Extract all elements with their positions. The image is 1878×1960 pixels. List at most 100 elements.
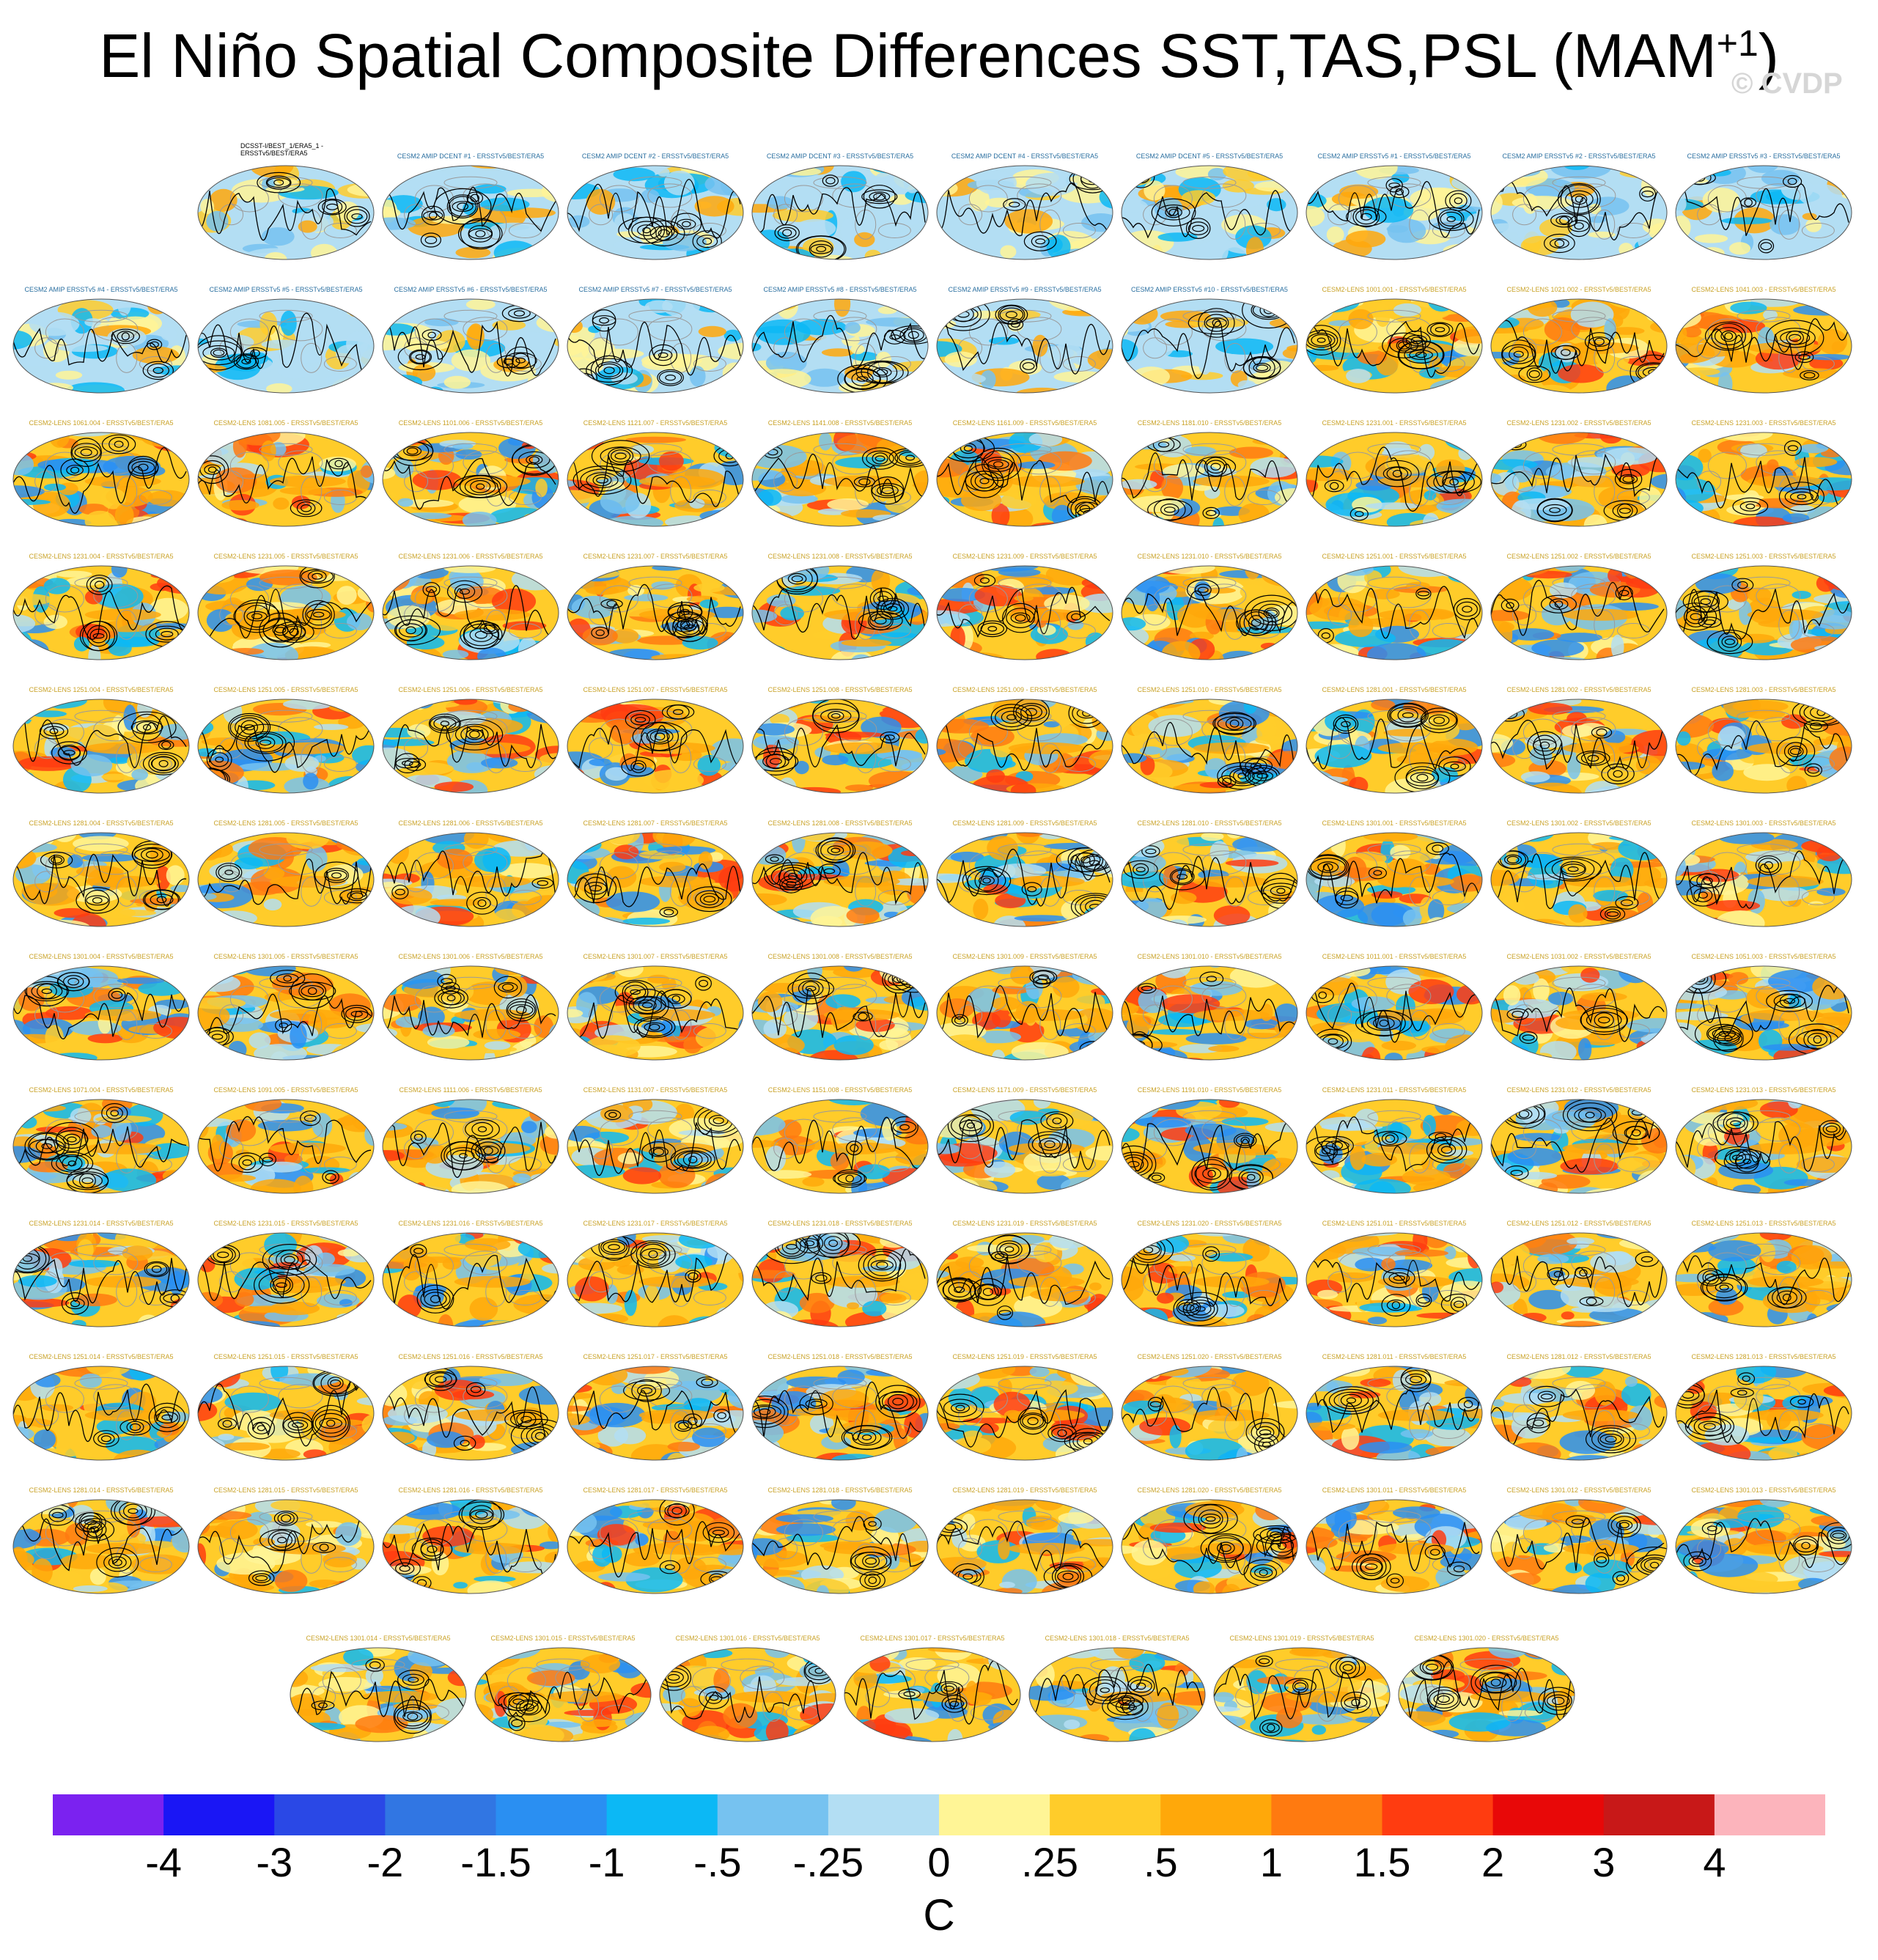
anomaly-patch [1491, 473, 1502, 484]
anomaly-patch [1160, 310, 1212, 323]
psl-contour [633, 1016, 676, 1039]
map-svg [197, 165, 375, 260]
psl-contour [1501, 339, 1536, 369]
psl-contour [265, 175, 292, 190]
psl-contour [259, 612, 302, 648]
anomaly-patch [780, 606, 805, 621]
map-svg [12, 699, 190, 794]
psl-contour [1550, 345, 1581, 360]
map-panel: CESM2-LENS 1111.006 - ERSSTv5/BEST/ERA5 [380, 1086, 561, 1196]
anomaly-patch [1491, 382, 1533, 393]
anomaly-patch [616, 231, 640, 237]
anomaly-patch [395, 1016, 421, 1028]
anomaly-patch [962, 523, 982, 526]
psl-contour [774, 224, 800, 242]
anomaly-patch [763, 790, 821, 793]
coastline [1182, 309, 1237, 323]
psl-contour [1137, 983, 1157, 994]
anomaly-patch [989, 336, 1020, 345]
coastline [1062, 355, 1096, 372]
psl-contour [1554, 239, 1565, 248]
map-svg [751, 165, 929, 260]
enso-band [269, 875, 346, 888]
anomaly-patch [383, 441, 401, 453]
anomaly-patch [166, 865, 185, 885]
psl-contour [1694, 1017, 1753, 1051]
psl-contour [622, 981, 649, 1003]
psl-contour [783, 869, 803, 883]
anomaly-patch [1308, 307, 1328, 317]
anomaly-patch [707, 699, 733, 707]
anomaly-patch [383, 739, 435, 746]
coastline [443, 443, 498, 456]
anomaly-patch [117, 977, 166, 984]
psl-contour [477, 899, 487, 907]
coastline [589, 337, 614, 359]
map-panel: CESM2-LENS 1231.003 - ERSSTv5/BEST/ERA5 [1673, 419, 1855, 529]
anomaly-patch [1122, 871, 1170, 888]
anomaly-patch [1676, 712, 1715, 738]
anomaly-patch [545, 627, 559, 638]
coastline [508, 1023, 542, 1039]
coastline [34, 1004, 59, 1026]
anomaly-patch [633, 201, 692, 222]
psl-contour [143, 723, 152, 731]
psl-contour [231, 1152, 264, 1174]
psl-contour [1260, 877, 1297, 904]
anomaly-patch [1306, 922, 1326, 926]
anomaly-patch [402, 171, 415, 180]
anomaly-patch [198, 699, 221, 710]
psl-contour [433, 717, 457, 730]
coastline [278, 450, 323, 475]
enso-band [1562, 342, 1639, 354]
psl-zero-contour [937, 985, 1111, 1039]
psl-zero-contour [383, 457, 556, 510]
coastline [1432, 622, 1465, 638]
anomaly-patch [477, 647, 507, 660]
enso-band [1193, 1009, 1270, 1021]
anomaly-patch [1609, 327, 1645, 335]
map-outline [382, 699, 559, 794]
anomaly-patch [1069, 174, 1107, 184]
map-panel: CESM2-LENS 1281.005 - ERSSTv5/BEST/ERA5 [195, 819, 377, 929]
anomaly-patch [84, 318, 102, 327]
panel-title: CESM2 AMIP ERSSTv5 #5 - ERSSTv5/BEST/ERA… [209, 286, 363, 293]
map-outline [1490, 165, 1668, 260]
coastline [1801, 889, 1835, 905]
anomaly-patch [980, 370, 996, 389]
coastline [1153, 185, 1193, 213]
anomaly-patch [1134, 575, 1171, 594]
panel-title: CESM2-LENS 1111.006 - ERSSTv5/BEST/ERA5 [399, 1086, 542, 1094]
enso-band [269, 475, 346, 487]
coastline [1039, 476, 1061, 506]
psl-contour [283, 975, 292, 982]
anomaly-patch [855, 1018, 895, 1032]
map-panel: CESM2-LENS 1251.004 - ERSSTv5/BEST/ERA5 [10, 686, 192, 796]
psl-contour [1187, 311, 1245, 335]
anomaly-patch [1814, 300, 1852, 310]
psl-zero-contour [1122, 190, 1295, 239]
anomaly-patch [781, 586, 841, 596]
map-outline [1490, 965, 1668, 1061]
coastline [1432, 1023, 1465, 1039]
coastline [1182, 710, 1237, 723]
psl-contour [592, 474, 612, 487]
map-outline [12, 699, 190, 794]
psl-contour [1206, 317, 1227, 328]
psl-zero-contour [198, 456, 372, 504]
anomaly-patch [1618, 836, 1667, 861]
psl-contour [142, 361, 174, 380]
psl-contour [306, 608, 331, 621]
coastline [404, 604, 429, 626]
map-outline [567, 565, 744, 660]
anomaly-patch [1036, 649, 1073, 660]
psl-contour [48, 855, 65, 866]
psl-contour [851, 371, 874, 386]
enso-band [269, 742, 346, 754]
coastline [1338, 852, 1377, 880]
map-panel: CESM2 AMIP ERSSTv5 #10 - ERSSTv5/BEST/ER… [1119, 286, 1300, 396]
coastline [1512, 604, 1537, 626]
map-panel: CESM2 AMIP DCENT #5 - ERSSTv5/BEST/ERA5 [1119, 152, 1300, 262]
anomaly-patch [1215, 338, 1274, 355]
psl-zero-contour [567, 990, 741, 1042]
